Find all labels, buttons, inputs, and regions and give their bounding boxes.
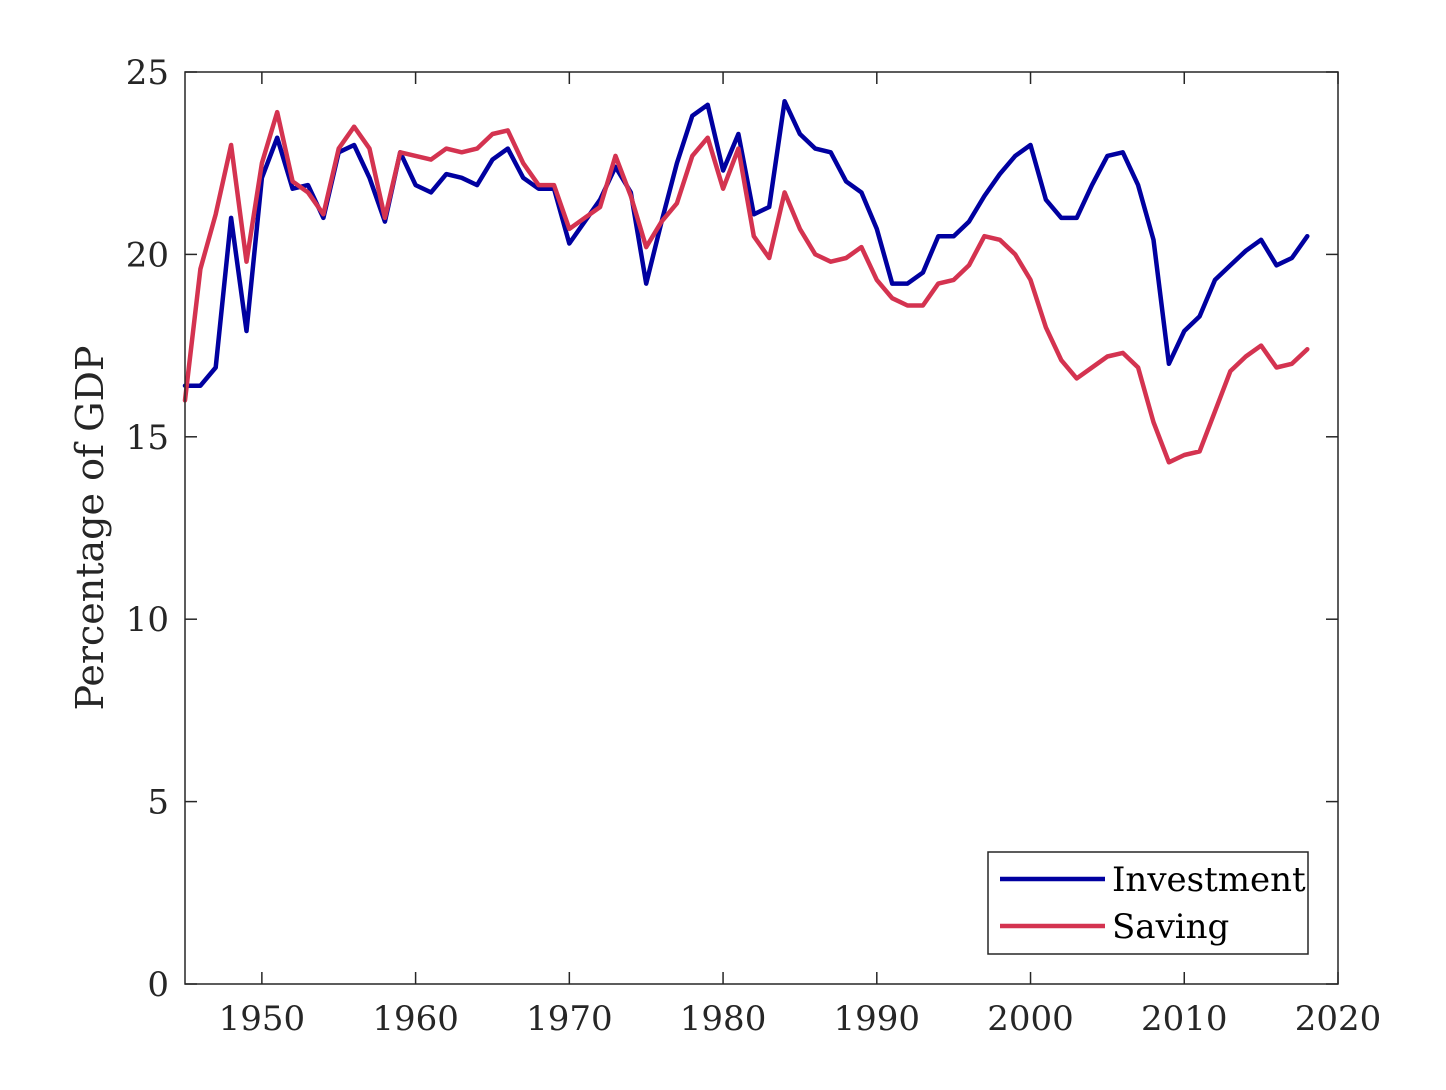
ticks-layer: 1950 1960 1970 1980 1990 2000 2010 2020 0 5 10 15 20… (126, 53, 1382, 1039)
y-tick-label: 20 (126, 235, 169, 275)
x-tick-label: 1980 (680, 999, 767, 1039)
x-tick-label: 2020 (1295, 999, 1382, 1039)
y-tick-label: 0 (147, 965, 169, 1005)
legend-box (987, 851, 1309, 955)
series-line-saving (182, 109, 1310, 465)
series-line-investment (182, 98, 1310, 388)
legend: Investment Saving (987, 851, 1309, 955)
series-layer (182, 98, 1310, 465)
legend-label-investment: Investment (1112, 860, 1306, 900)
y-axis-title: Percentage of GDP (68, 346, 112, 711)
x-tick-label: 1990 (834, 999, 921, 1039)
axes-layer (184, 71, 1339, 985)
x-tick-label: 2000 (987, 999, 1074, 1039)
plot-area (185, 72, 1338, 984)
y-tick-label: 25 (126, 53, 169, 93)
y-tick-label: 5 (147, 783, 169, 823)
x-tick-label: 1960 (372, 999, 459, 1039)
y-tick-label: 10 (126, 600, 169, 640)
x-tick-label: 2010 (1141, 999, 1228, 1039)
x-tick-label: 1970 (526, 999, 613, 1039)
legend-label-saving: Saving (1112, 907, 1229, 947)
y-tick-label: 15 (126, 418, 169, 458)
x-tick-label: 1950 (219, 999, 306, 1039)
axes-frame (184, 71, 1339, 985)
